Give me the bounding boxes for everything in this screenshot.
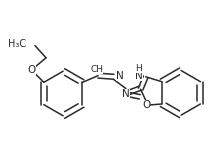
Text: N: N: [122, 89, 130, 99]
Text: H: H: [135, 64, 142, 73]
Text: N: N: [116, 71, 124, 81]
Text: H₃C: H₃C: [8, 40, 26, 49]
Text: CH: CH: [90, 65, 103, 74]
Text: O: O: [28, 65, 36, 75]
Text: N: N: [135, 71, 143, 81]
Text: O: O: [142, 100, 150, 110]
